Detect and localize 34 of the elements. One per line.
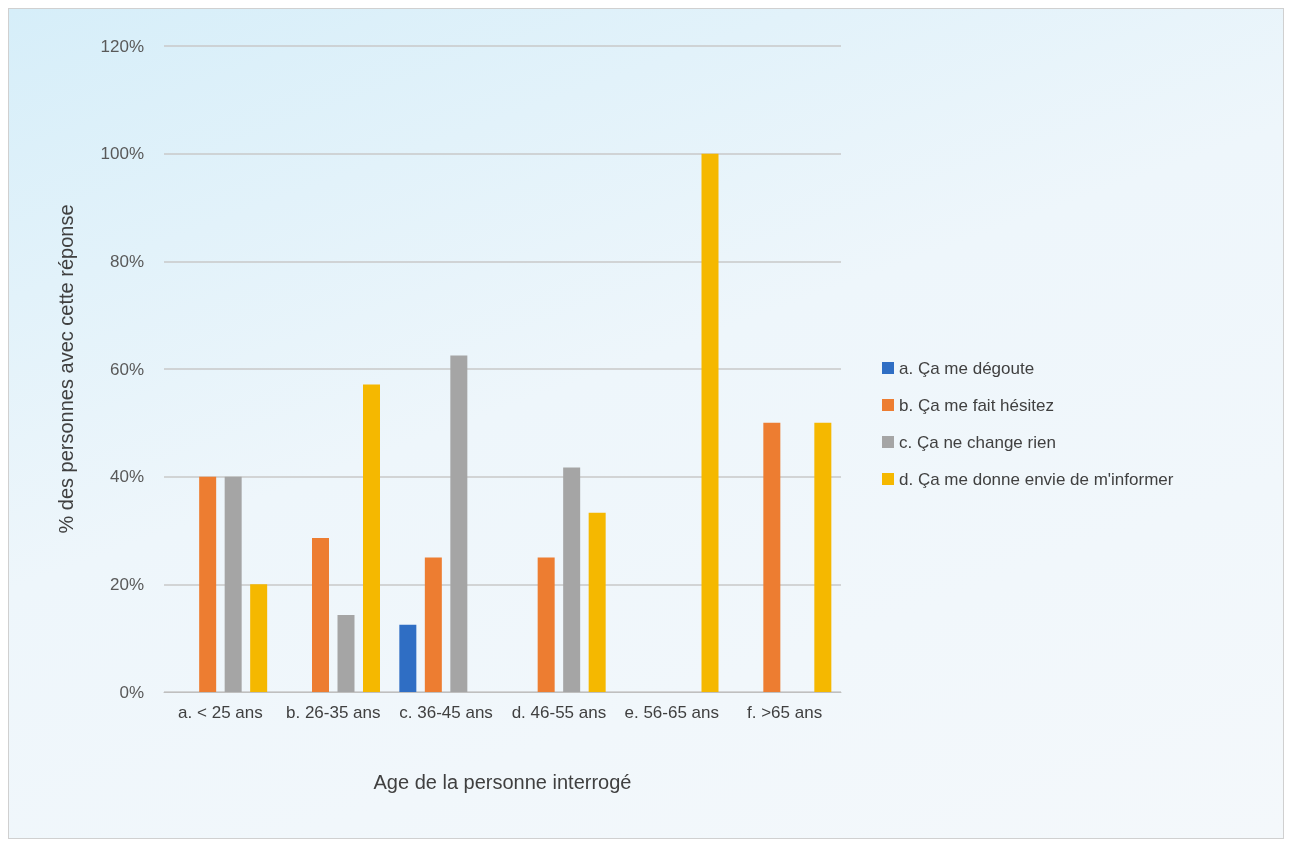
x-tick-label: d. 46-55 ans [511,702,607,722]
x-tick-label: f. >65 ans [747,702,823,722]
bar [588,512,606,692]
y-axis-title: % des personnes avec cette réponse [55,204,77,534]
bar [537,557,555,692]
y-tick-label: 120% [100,36,144,56]
y-tick-label: 100% [100,144,144,164]
bar [399,624,417,692]
x-tick-label: c. 36-45 ans [399,702,493,722]
bar [224,476,242,692]
y-tick-label: 20% [109,574,144,594]
bar [337,615,355,692]
bar [450,355,468,692]
y-tick-label: 40% [109,467,144,487]
y-tick-label: 60% [109,359,144,379]
legend-label: b. Ça me fait hésitez [899,395,1054,415]
x-tick-label: e. 56-65 ans [624,702,720,722]
y-tick-label: 80% [109,251,144,271]
bar [312,538,329,692]
bar [763,422,781,692]
legend-label: c. Ça ne change rien [899,432,1056,452]
x-tick-label: a. < 25 ans [178,702,263,722]
y-tick-label: 0% [119,682,144,702]
x-tick-label: b. 26-35 ans [285,702,381,722]
bar [250,584,268,692]
bar [563,467,581,692]
bar [814,422,832,692]
x-axis-title: Age de la personne interrogé [373,771,632,793]
bar [701,153,719,692]
bar [424,557,442,692]
bar [199,476,217,692]
legend-label: a. Ça me dégoute [899,358,1035,378]
legend-label: d. Ça me donne envie de m'informer [899,469,1174,489]
bar [363,384,380,692]
